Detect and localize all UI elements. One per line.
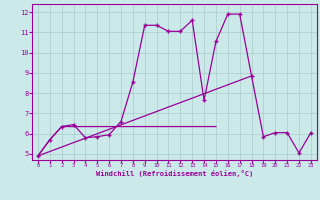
X-axis label: Windchill (Refroidissement éolien,°C): Windchill (Refroidissement éolien,°C) <box>96 170 253 177</box>
